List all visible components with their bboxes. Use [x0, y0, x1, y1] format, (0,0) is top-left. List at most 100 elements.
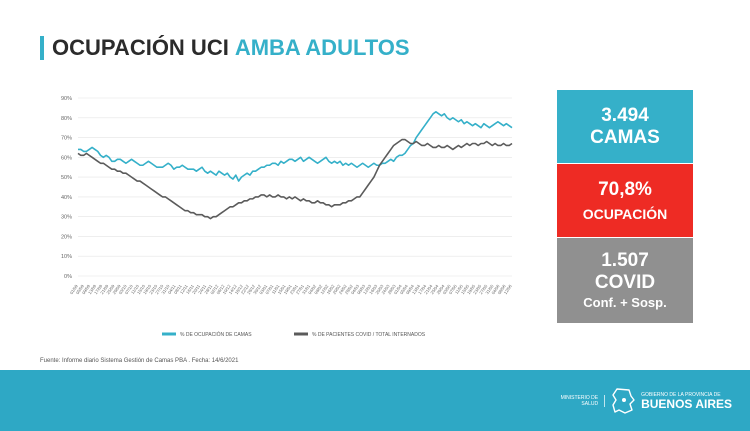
x-tick-label: 13/09	[87, 283, 97, 295]
x-tick-label: 02/12	[209, 283, 219, 295]
x-tick-label: 20/11	[191, 283, 201, 295]
government-label: GOBIERNO DE LA PROVINCIA DE	[641, 391, 721, 398]
x-tick-label: 19/01	[283, 283, 293, 295]
x-tick-label: 10/12	[222, 283, 232, 295]
x-tick-label: 29/04	[435, 283, 445, 295]
x-tick-label: 03/05	[442, 283, 452, 295]
government-logo: MINISTERIO DE SALUD GOBIERNO DE LA PROVI…	[561, 388, 732, 414]
x-tick-label: 31/01	[301, 283, 311, 295]
y-tick-label: 30%	[61, 215, 72, 221]
x-tick-label: 08/06	[497, 283, 507, 295]
x-tick-label: 30/12	[252, 283, 262, 295]
province-label: BUENOS AIRES	[641, 396, 732, 411]
x-tick-label: 08/02	[313, 283, 323, 295]
x-tick-label: 07/05	[448, 283, 458, 295]
x-tick-label: 16/11	[185, 283, 195, 295]
kpi-occupancy-value: 70,8%	[598, 178, 652, 200]
x-tick-label: 12/03	[362, 283, 372, 295]
x-tick-label: 12/11	[179, 283, 189, 295]
x-tick-label: 04/11	[167, 283, 177, 295]
kpi-beds-value: 3.494	[601, 104, 649, 126]
page-title: OCUPACIÓN UCI AMBA ADULTOS	[52, 34, 410, 62]
x-tick-label: 31/10	[160, 283, 170, 295]
x-tick-label: 13/04	[411, 283, 421, 295]
kpi-covid-label: COVID	[594, 272, 656, 293]
x-tick-label: 20/03	[374, 283, 384, 295]
x-tick-label: 07/10	[124, 283, 134, 295]
x-tick-label: 28/11	[203, 283, 213, 295]
series-line-1	[78, 111, 513, 182]
x-tick-label: 01/09	[69, 283, 79, 295]
x-tick-label: 23/01	[289, 283, 299, 295]
x-tick-label: 08/03	[356, 283, 366, 295]
ministry-label: MINISTERIO DE SALUD	[561, 395, 606, 407]
x-tick-label: 27/05	[478, 283, 488, 295]
x-tick-label: 21/09	[99, 283, 109, 295]
x-tick-label: 28/02	[344, 283, 354, 295]
x-tick-label: 19/10	[142, 283, 152, 295]
source-note: Fuente: Informe diario Sistema Gestión d…	[40, 358, 239, 364]
x-tick-label: 15/01	[277, 283, 287, 295]
x-tick-label: 24/03	[380, 283, 390, 295]
y-tick-label: 10%	[61, 254, 72, 260]
x-tick-label: 06/12	[215, 283, 225, 295]
title-part2: AMBA ADULTOS	[234, 35, 410, 60]
series-line-2	[77, 138, 513, 220]
x-tick-label: 21/04	[423, 283, 433, 295]
x-tick-label: 22/12	[240, 283, 250, 295]
title-part1: OCUPACIÓN UCI	[52, 35, 229, 60]
x-tick-label: 19/05	[466, 283, 476, 295]
kpi-covid-value: 1.507	[601, 250, 649, 271]
x-tick-label: 05/04	[399, 283, 409, 295]
x-tick-label: 23/05	[472, 283, 482, 295]
x-tick-label: 15/05	[460, 283, 470, 295]
y-tick-label: 40%	[61, 195, 72, 201]
title-accent-bar	[40, 36, 44, 60]
kpi-occupancy-label: OCUPACIÓN	[582, 205, 668, 222]
y-tick-label: 80%	[61, 116, 72, 122]
x-tick-label: 15/10	[136, 283, 146, 295]
legend-label: % DE PACIENTES COVID / TOTAL INTERNADOS	[312, 332, 426, 338]
x-tick-label: 25/09	[105, 283, 115, 295]
x-tick-label: 03/01	[258, 283, 268, 295]
x-tick-label: 09/04	[405, 283, 415, 295]
province-map-icon	[612, 388, 635, 414]
x-tick-label: 17/04	[417, 283, 427, 295]
y-tick-label: 50%	[61, 175, 72, 181]
x-tick-label: 27/10	[154, 283, 164, 295]
x-tick-label: 24/11	[197, 283, 207, 295]
kpi-beds-label: CAMAS	[590, 126, 660, 148]
kpi-covid-sublabel: Conf. + Sosp.	[583, 295, 667, 310]
y-tick-label: 60%	[61, 155, 72, 161]
x-tick-label: 07/01	[264, 283, 274, 295]
x-tick-label: 25/04	[429, 283, 439, 295]
x-tick-label: 01/04	[393, 283, 403, 295]
x-tick-label: 12/06	[503, 283, 513, 295]
x-tick-label: 04/02	[307, 283, 317, 295]
x-tick-label: 04/06	[490, 283, 500, 295]
x-tick-label: 12/02	[319, 283, 329, 295]
y-tick-label: 90%	[61, 96, 72, 102]
footer-band: MINISTERIO DE SALUD GOBIERNO DE LA PROVI…	[0, 370, 750, 431]
y-tick-label: 20%	[61, 234, 72, 240]
x-tick-label: 14/12	[228, 283, 238, 295]
x-tick-label: 20/02	[332, 283, 342, 295]
x-tick-label: 16/03	[368, 283, 378, 295]
x-tick-label: 26/12	[246, 283, 256, 295]
x-tick-label: 11/10	[130, 283, 140, 295]
y-tick-label: 0%	[64, 274, 72, 280]
x-tick-label: 18/12	[234, 283, 244, 295]
x-tick-label: 23/10	[148, 283, 158, 295]
x-tick-label: 28/03	[387, 283, 397, 295]
occupancy-line-chart: 0% 10% 20% 30% 40% 50% 60% 70% 80% 90% 01/0905/09…	[61, 96, 513, 338]
y-tick-label: 70%	[61, 136, 72, 142]
legend-label: % DE OCUPACIÓN DE CAMAS	[180, 331, 252, 338]
x-tick-label: 04/03	[350, 283, 360, 295]
x-tick-label: 09/09	[81, 283, 91, 295]
kpi-beds: 3.494 CAMAS	[557, 90, 693, 163]
ministry-line2: SALUD	[581, 401, 599, 407]
x-tick-label: 03/10	[118, 283, 128, 295]
x-tick-label: 17/09	[93, 283, 103, 295]
x-tick-label: 16/02	[325, 283, 335, 295]
x-tick-label: 31/05	[484, 283, 494, 295]
